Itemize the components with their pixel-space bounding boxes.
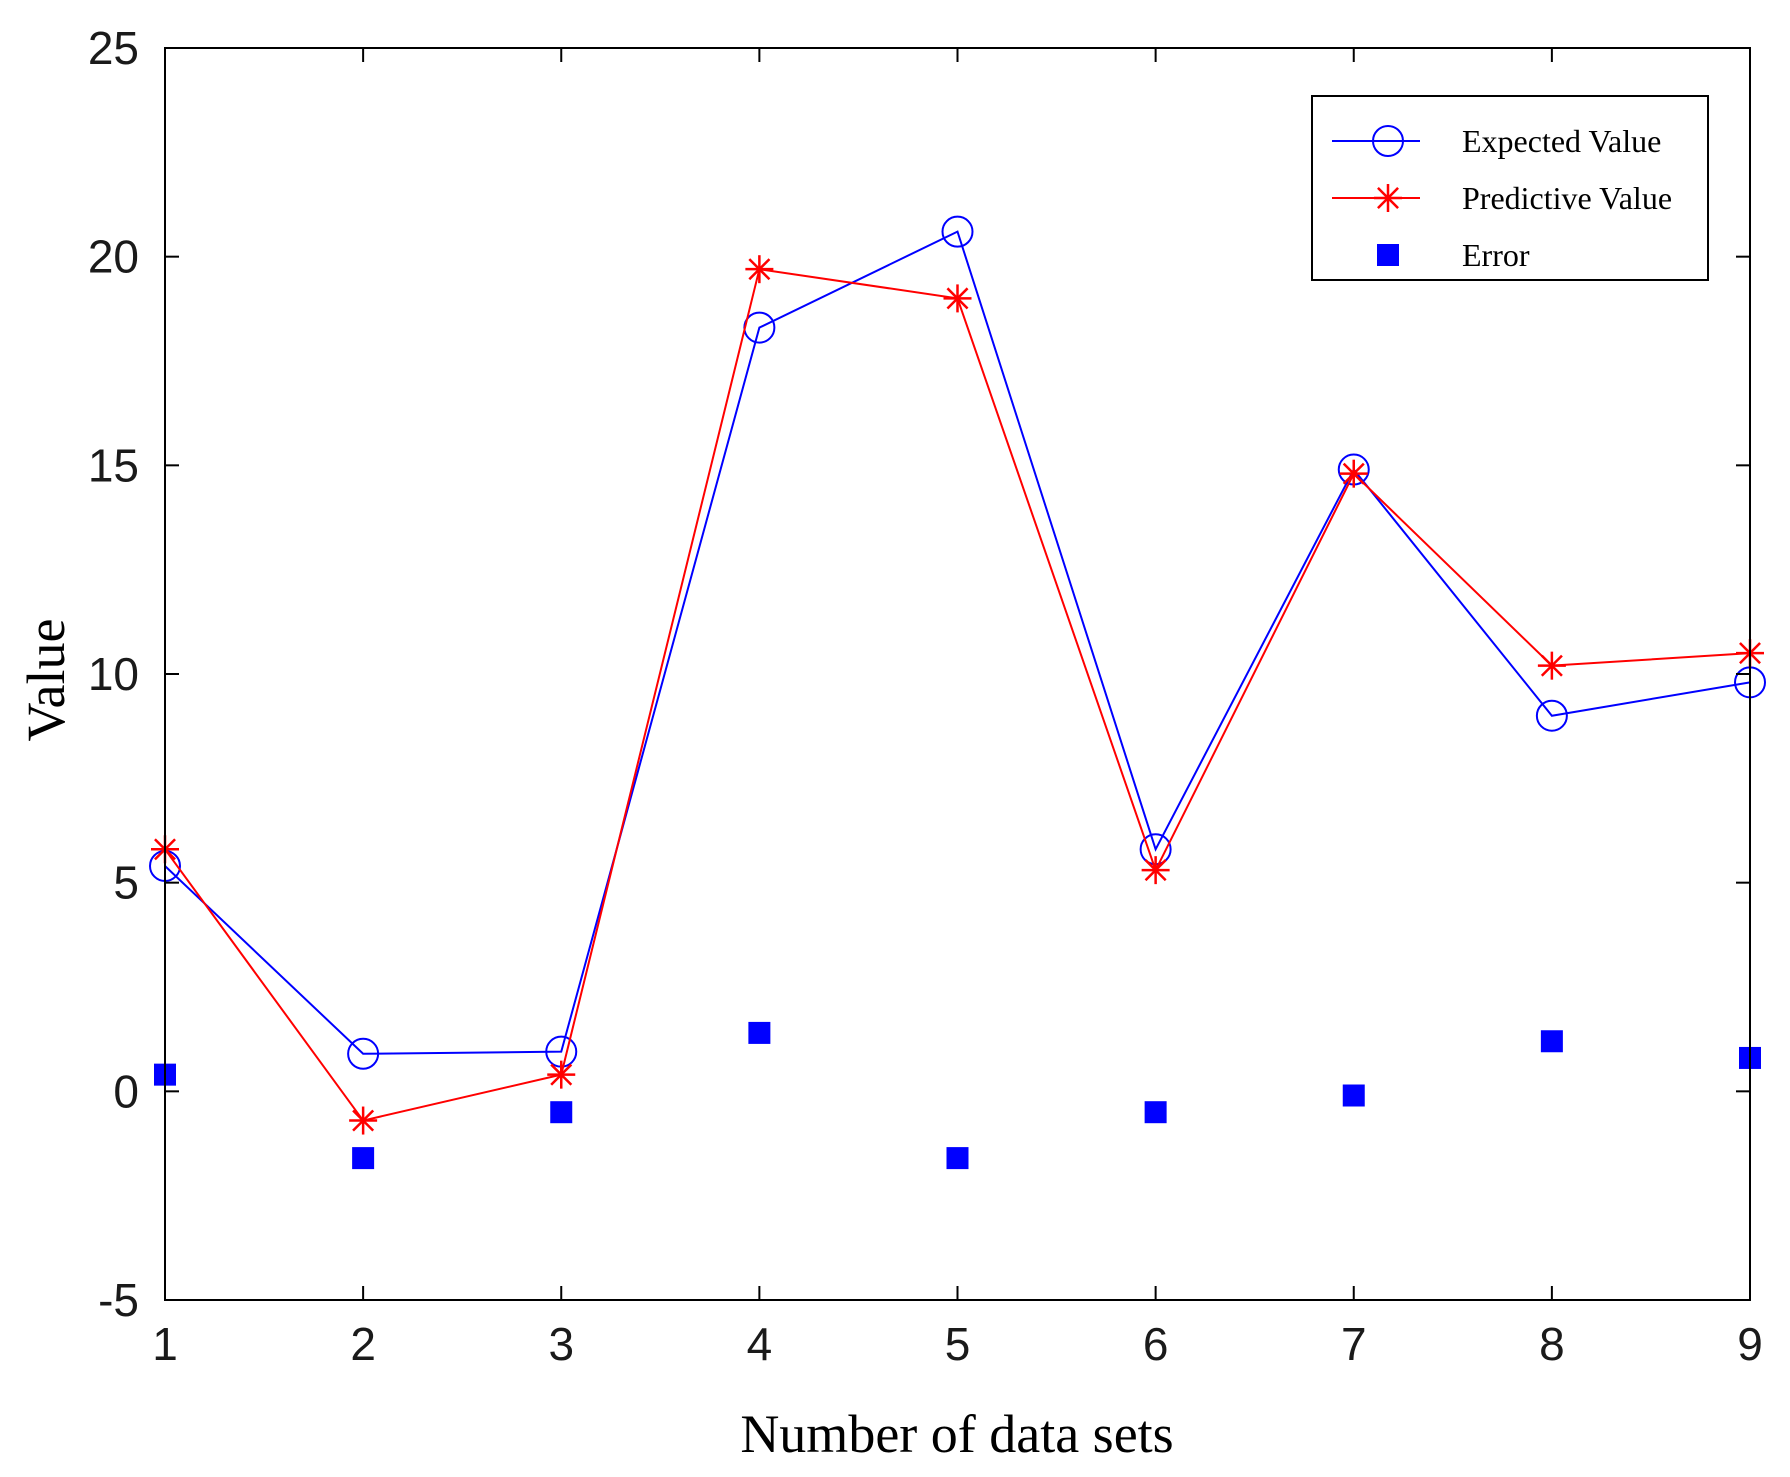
series-3-point-5 — [946, 1147, 969, 1170]
legend-item-3: Error — [1377, 237, 1530, 273]
series-1-point-5 — [941, 215, 974, 248]
series-2-point-6 — [1141, 856, 1170, 885]
x-axis-title: Number of data sets — [740, 1404, 1173, 1464]
x-tick-label: 7 — [1341, 1318, 1367, 1370]
series-layer — [149, 215, 1766, 1170]
series-2-point-5 — [943, 284, 972, 313]
legend: Expected Value Predictive Value Error — [1311, 95, 1709, 281]
y-tick-label: 15 — [88, 439, 139, 491]
legend-item-2: Predictive Value — [1332, 180, 1672, 216]
legend-label: Expected Value — [1462, 123, 1661, 159]
series-2-point-2 — [349, 1106, 378, 1135]
series-2-point-8 — [1537, 651, 1566, 680]
series-3-point-8 — [1540, 1030, 1563, 1053]
y-axis-title: Value — [16, 619, 76, 742]
y-tick-label: 10 — [88, 648, 139, 700]
legend-star-marker — [1374, 184, 1402, 212]
series-3-point-6 — [1144, 1101, 1167, 1124]
series-3-point-3 — [550, 1101, 573, 1124]
series-line-1 — [164, 230, 1751, 1055]
ticks-layer: 1 2 3 4 5 6 7 8 9 -5 0 5 10 15 20 25 — [88, 22, 1763, 1370]
series-2-point-7 — [1339, 459, 1368, 488]
x-tick-label: 8 — [1539, 1318, 1565, 1370]
x-tick-label: 6 — [1143, 1318, 1169, 1370]
series-1-point-2 — [347, 1037, 380, 1070]
legend-item-1: Expected Value — [1332, 123, 1661, 159]
legend-label: Error — [1462, 237, 1530, 273]
y-tick-label: 5 — [113, 857, 139, 909]
x-tick-label: 5 — [945, 1318, 971, 1370]
legend-square-marker — [1377, 244, 1399, 266]
x-tick-label: 9 — [1737, 1318, 1763, 1370]
series-3-point-2 — [352, 1147, 375, 1170]
y-tick-label: 25 — [88, 22, 139, 74]
legend-label: Predictive Value — [1462, 180, 1672, 216]
series-1-point-8 — [1535, 699, 1568, 732]
series-3-point-4 — [748, 1021, 771, 1044]
legend-circle-marker — [1372, 125, 1404, 157]
x-tick-label: 2 — [350, 1318, 376, 1370]
y-tick-label: 0 — [113, 1065, 139, 1117]
x-tick-label: 1 — [152, 1318, 178, 1370]
x-tick-label: 3 — [548, 1318, 574, 1370]
x-tick-label: 4 — [747, 1318, 773, 1370]
series-2-point-3 — [547, 1060, 576, 1089]
series-3-point-7 — [1342, 1084, 1365, 1107]
y-tick-label: 20 — [88, 231, 139, 283]
series-2-point-4 — [745, 255, 774, 284]
y-tick-label: -5 — [98, 1274, 139, 1326]
